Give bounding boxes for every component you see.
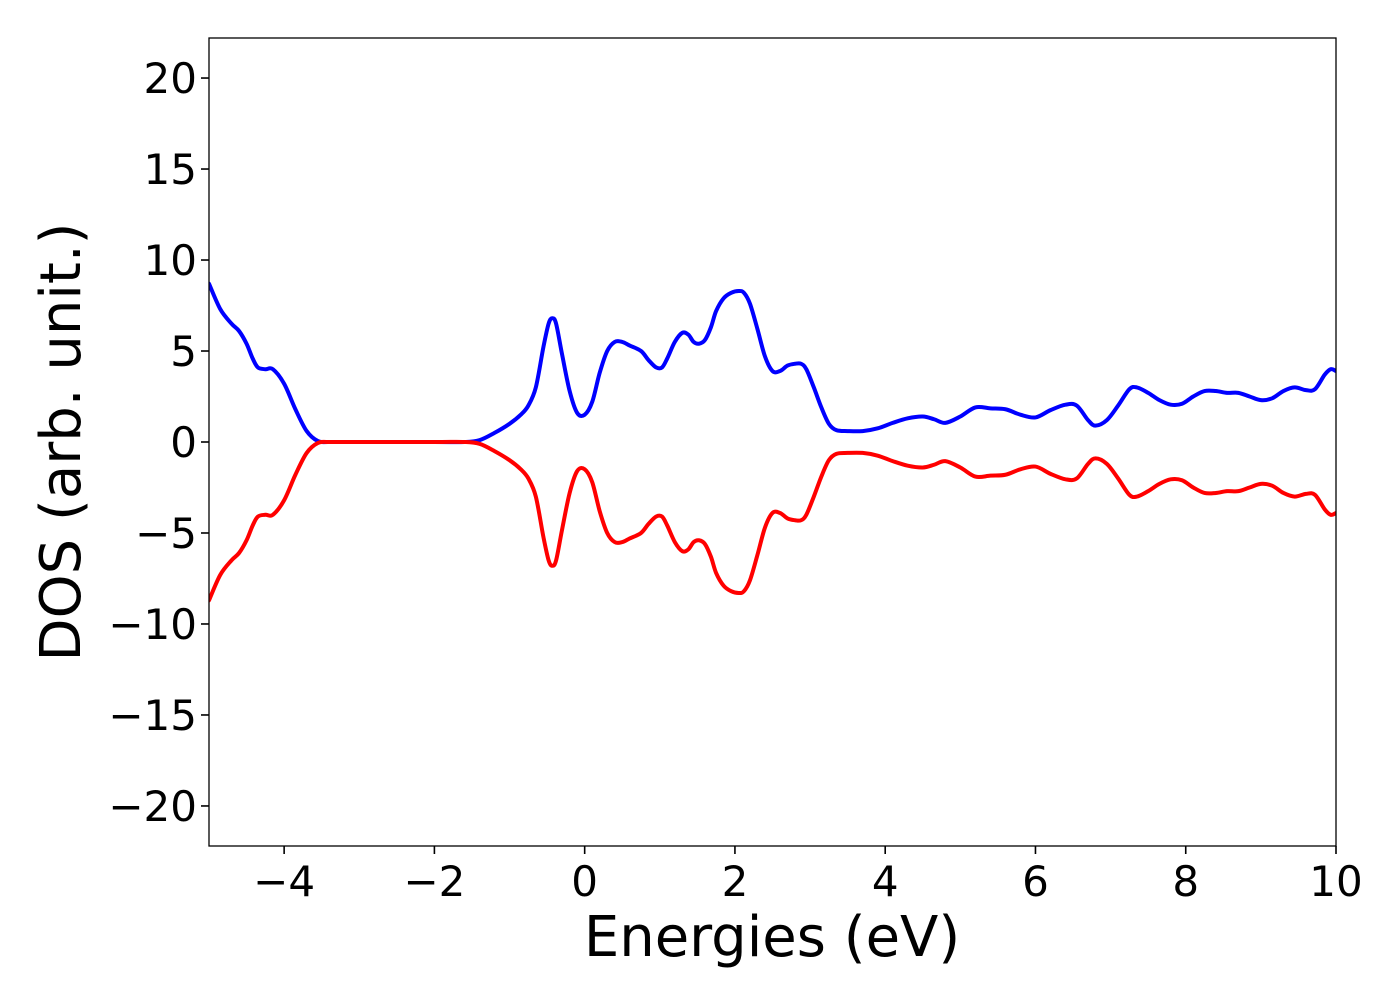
y-axis-ticks: 20 15 10 5 0 −5 −10 −15 −20 — [108, 54, 209, 831]
x-tick-label: 2 — [722, 857, 749, 906]
x-tick-label: 6 — [1022, 857, 1049, 906]
y-tick-label: −15 — [108, 691, 197, 740]
y-tick-label: −20 — [108, 782, 197, 831]
series-line-lower — [209, 439, 1336, 603]
y-tick-label: 0 — [170, 418, 197, 467]
plot-frame — [208, 37, 1337, 847]
x-axis-label: Energies (eV) — [584, 905, 960, 970]
y-tick-label: −10 — [108, 600, 197, 649]
plot-lines — [209, 281, 1336, 603]
x-tick-label: 10 — [1309, 857, 1362, 906]
x-axis-ticks: −4 −2 0 2 4 6 8 10 — [253, 846, 1363, 906]
y-tick-label: −5 — [135, 509, 197, 558]
x-tick-label: 4 — [872, 857, 899, 906]
series-line-upper — [209, 281, 1336, 445]
x-tick-label: 0 — [571, 857, 598, 906]
y-tick-label: 15 — [144, 145, 197, 194]
x-tick-label: −4 — [253, 857, 315, 906]
y-axis-label: DOS (arb. unit.) — [29, 222, 94, 661]
y-tick-label: 5 — [170, 327, 197, 376]
x-tick-label: 8 — [1172, 857, 1199, 906]
y-tick-label: 20 — [144, 54, 197, 103]
y-tick-label: 10 — [144, 236, 197, 285]
x-tick-label: −2 — [403, 857, 465, 906]
